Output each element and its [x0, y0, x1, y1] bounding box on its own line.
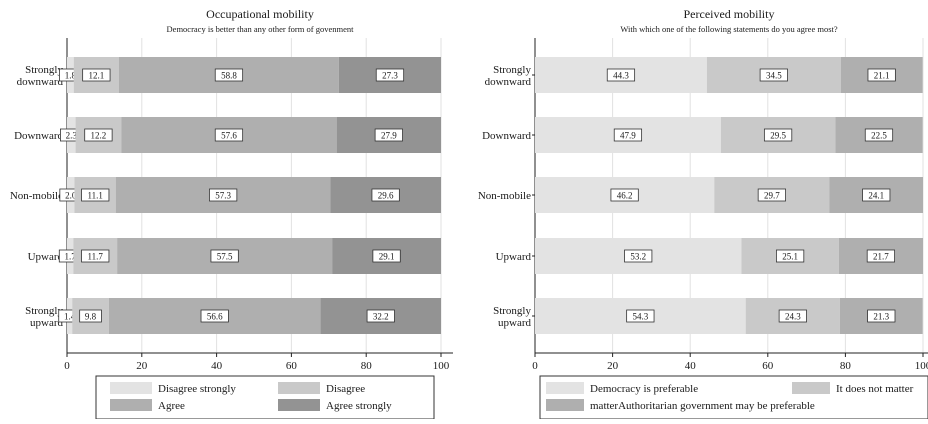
data-label: 24.1 — [868, 191, 884, 201]
legend-label: Democracy is preferable — [590, 383, 698, 395]
category-label: Upward — [496, 251, 532, 263]
category-label-line: Downward — [482, 130, 531, 142]
data-label: 12.2 — [91, 131, 107, 141]
category-label: Strongly downward — [17, 64, 64, 88]
category-label: Upward — [28, 251, 64, 263]
data-label: 32.2 — [373, 312, 389, 322]
data-label: 27.3 — [382, 71, 398, 81]
data-label: 11.1 — [88, 191, 103, 201]
data-label: 29.1 — [379, 252, 395, 262]
x-tick-label: 80 — [840, 360, 852, 372]
data-label: 21.7 — [873, 252, 889, 262]
category-label-line: Strongly — [25, 64, 63, 76]
category-label-line: downward — [17, 76, 64, 88]
x-tick-label: 80 — [361, 360, 373, 372]
category-label: Downward — [482, 130, 531, 142]
legend-label: Disagree strongly — [158, 383, 236, 395]
data-label: 53.2 — [630, 252, 646, 262]
legend-label: Agree — [158, 400, 185, 412]
data-label: 24.3 — [785, 312, 801, 322]
chart-title: Perceived mobility — [684, 7, 775, 21]
data-label: 47.9 — [620, 131, 636, 141]
category-label: Strongly upward — [493, 305, 531, 329]
data-label: 54.3 — [632, 312, 648, 322]
x-tick-label: 60 — [286, 360, 298, 372]
legend-label: It does not matter — [836, 383, 914, 395]
data-label: 22.5 — [871, 131, 887, 141]
data-label: 46.2 — [617, 191, 633, 201]
data-label: 27.9 — [381, 131, 397, 141]
data-label: 57.6 — [221, 131, 237, 141]
category-label-line: Upward — [496, 251, 532, 263]
data-label: 29.7 — [764, 191, 780, 201]
data-label: 21.3 — [873, 312, 889, 322]
x-tick-label: 40 — [211, 360, 223, 372]
data-label: 21.1 — [874, 71, 890, 81]
data-label: 29.5 — [770, 131, 786, 141]
chart-panel-2: Perceived mobility With which one of the … — [478, 7, 928, 419]
category-label-line: Upward — [28, 251, 64, 263]
x-tick-label: 100 — [915, 360, 928, 372]
legend-swatch — [110, 399, 152, 411]
data-label: 56.6 — [207, 312, 223, 322]
x-tick-label: 0 — [532, 360, 538, 372]
data-label: 34.5 — [766, 71, 782, 81]
data-label: 12.1 — [88, 71, 104, 81]
legend-label: Agree strongly — [326, 400, 392, 412]
chart-subtitle: With which one of the following statemen… — [620, 24, 838, 34]
data-label: 29.6 — [378, 191, 394, 201]
data-label: 11.7 — [88, 252, 104, 262]
category-label: Downward — [14, 130, 63, 142]
category-label-line: Non-mobile — [10, 190, 63, 202]
category-label-line: Non-mobile — [478, 190, 531, 202]
chart-title: Occupational mobility — [206, 7, 314, 21]
x-tick-label: 60 — [762, 360, 774, 372]
category-label-line: upward — [498, 317, 531, 329]
category-label: Strongly upward — [25, 305, 63, 329]
data-label: 57.3 — [215, 191, 231, 201]
category-label-line: Downward — [14, 130, 63, 142]
legend-label: matterAuthoritarian government may be pr… — [590, 400, 815, 412]
legend-swatch — [792, 382, 830, 394]
legend-swatch — [278, 382, 320, 394]
data-label: 25.1 — [782, 252, 798, 262]
x-tick-label: 100 — [433, 360, 450, 372]
category-label: Strongly downward — [485, 64, 532, 88]
category-label: Non-mobile — [478, 190, 531, 202]
category-label-line: Strongly — [25, 305, 63, 317]
x-tick-label: 20 — [136, 360, 148, 372]
chart-subtitle: Democracy is better than any other form … — [167, 24, 355, 34]
legend-swatch — [110, 382, 152, 394]
data-label: 58.8 — [221, 71, 237, 81]
chart-panel-1: Occupational mobility Democracy is better… — [10, 7, 453, 419]
category-label-line: downward — [485, 76, 532, 88]
data-label: 57.5 — [217, 252, 233, 262]
x-tick-label: 20 — [607, 360, 619, 372]
x-tick-label: 40 — [685, 360, 697, 372]
category-label-line: Strongly — [493, 305, 531, 317]
data-label: 9.8 — [85, 312, 97, 322]
category-label-line: Strongly — [493, 64, 531, 76]
data-label: 44.3 — [613, 71, 629, 81]
legend-swatch — [546, 399, 584, 411]
category-label: Non-mobile — [10, 190, 63, 202]
legend-label: Disagree — [326, 383, 365, 395]
legend-swatch — [278, 399, 320, 411]
legend-swatch — [546, 382, 584, 394]
x-tick-label: 0 — [64, 360, 70, 372]
